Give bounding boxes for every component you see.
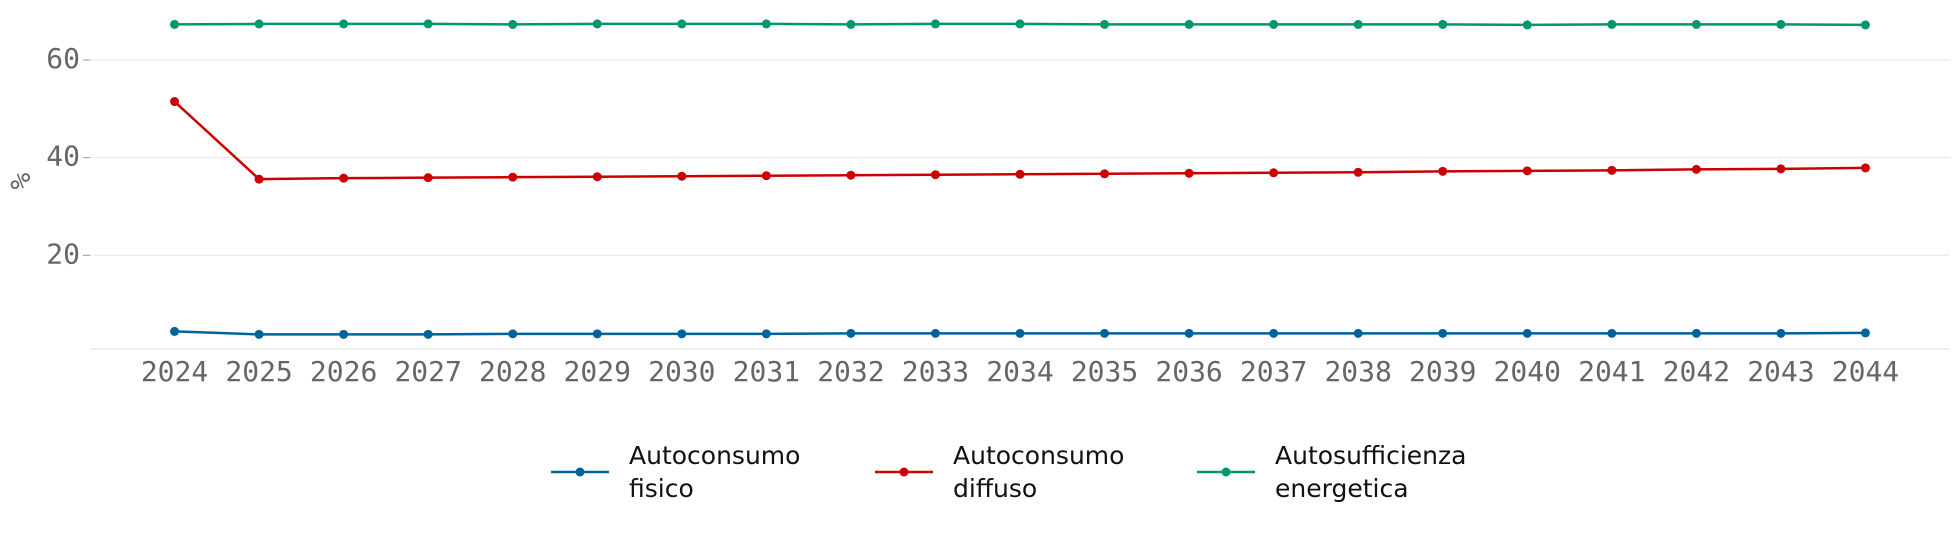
x-tick-label: 2042 [1663, 355, 1730, 388]
point [1353, 19, 1363, 29]
point [1438, 166, 1448, 176]
point [1353, 167, 1363, 177]
point [1860, 328, 1870, 338]
point [1438, 19, 1448, 29]
legend-label: Autoconsumo fisico [629, 441, 801, 503]
point [1269, 19, 1279, 29]
x-tick-label: 2034 [986, 355, 1053, 388]
x-tick-label: 2029 [564, 355, 631, 388]
x-tick-label: 2026 [310, 355, 377, 388]
point [1184, 328, 1194, 338]
point [930, 19, 940, 29]
point [1015, 19, 1025, 29]
point [1269, 328, 1279, 338]
point [170, 97, 180, 107]
x-tick-label: 2030 [648, 355, 715, 388]
point [254, 19, 264, 29]
x-tick-label: 2038 [1324, 355, 1391, 388]
legend-marker [1221, 467, 1231, 477]
point [170, 326, 180, 336]
point [1776, 328, 1786, 338]
point [339, 329, 349, 339]
legend-label: Autosufficienza energetica [1275, 441, 1467, 503]
x-tick-label: 2027 [394, 355, 461, 388]
point [1269, 168, 1279, 178]
point [677, 171, 687, 181]
point [508, 329, 518, 339]
point [254, 174, 264, 184]
point [1015, 328, 1025, 338]
point [592, 19, 602, 29]
point [1522, 328, 1532, 338]
point [930, 170, 940, 180]
point [423, 329, 433, 339]
point [1438, 328, 1448, 338]
point [1100, 19, 1110, 29]
point [1015, 169, 1025, 179]
point [761, 329, 771, 339]
point [1691, 19, 1701, 29]
point [1776, 164, 1786, 174]
point [1100, 328, 1110, 338]
x-tick-label: 2040 [1494, 355, 1561, 388]
x-tick-label: 2032 [817, 355, 884, 388]
y-tick-label: 40 [46, 140, 80, 173]
x-tick-label: 2025 [225, 355, 292, 388]
x-tick-label: 2024 [141, 355, 208, 388]
point [1691, 328, 1701, 338]
point [1184, 168, 1194, 178]
point [1860, 20, 1870, 30]
point [423, 173, 433, 183]
point [508, 172, 518, 182]
x-tick-label: 2035 [1071, 355, 1138, 388]
x-tick-label: 2036 [1155, 355, 1222, 388]
point [761, 171, 771, 181]
point [423, 19, 433, 29]
x-tick-label: 2041 [1578, 355, 1645, 388]
point [339, 173, 349, 183]
point [508, 19, 518, 29]
point [846, 328, 856, 338]
point [846, 170, 856, 180]
point [930, 328, 940, 338]
x-tick-label: 2031 [733, 355, 800, 388]
point [1522, 166, 1532, 176]
x-tick-label: 2028 [479, 355, 546, 388]
point [846, 19, 856, 29]
point [1522, 20, 1532, 30]
legend-marker [899, 467, 909, 477]
y-tick-label: 20 [46, 237, 80, 270]
point [1860, 163, 1870, 173]
point [1776, 19, 1786, 29]
point [677, 19, 687, 29]
point [1100, 169, 1110, 179]
point [1607, 19, 1617, 29]
point [1607, 165, 1617, 175]
y-tick-label: 60 [46, 42, 80, 75]
point [1184, 19, 1194, 29]
point [1353, 328, 1363, 338]
point [592, 329, 602, 339]
point [170, 19, 180, 29]
x-tick-label: 2033 [902, 355, 969, 388]
y-axis-label: % [4, 172, 37, 189]
point [761, 19, 771, 29]
legend-marker [575, 467, 585, 477]
point [339, 19, 349, 29]
x-tick-label: 2037 [1240, 355, 1307, 388]
point [254, 329, 264, 339]
x-tick-label: 2043 [1747, 355, 1814, 388]
point [592, 172, 602, 182]
point [677, 329, 687, 339]
legend-label: Autoconsumo diffuso [953, 441, 1125, 503]
point [1691, 164, 1701, 174]
point [1607, 328, 1617, 338]
x-tick-label: 2039 [1409, 355, 1476, 388]
x-tick-label: 2044 [1832, 355, 1899, 388]
